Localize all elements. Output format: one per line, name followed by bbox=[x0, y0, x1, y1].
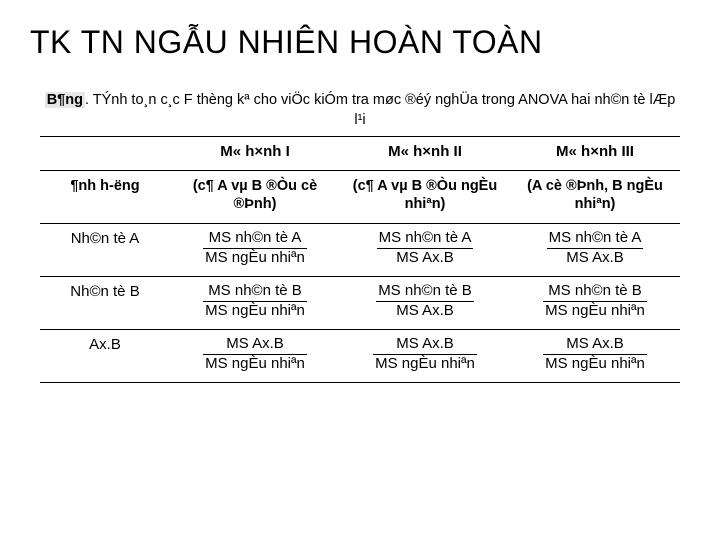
slide-title: TK TN NGẪU NHIÊN HOÀN TOÀN bbox=[30, 24, 690, 61]
header-model-3: M« h×nh III bbox=[510, 137, 680, 171]
fraction: MS nh©n tè B MS ngÈu nhiªn bbox=[543, 283, 647, 319]
header-model-1: M« h×nh I bbox=[170, 137, 340, 171]
cell: MS nh©n tè B MS Ax.B bbox=[340, 277, 510, 330]
header-effect: ¶nh h-ëng bbox=[40, 171, 170, 224]
fraction-numerator: MS Ax.B bbox=[203, 336, 307, 355]
caption-rest: . TÝnh to¸n c¸c F thèng kª cho viÖc kiÓm… bbox=[85, 92, 675, 128]
cell: MS nh©n tè B MS ngÈu nhiªn bbox=[510, 277, 680, 330]
fraction-numerator: MS nh©n tè B bbox=[203, 283, 307, 302]
fraction: MS Ax.B MS ngÈu nhiªn bbox=[543, 336, 647, 372]
fraction-numerator: MS nh©n tè B bbox=[543, 283, 647, 302]
fraction-numerator: MS Ax.B bbox=[373, 336, 477, 355]
row-label: Nh©n tè A bbox=[40, 224, 170, 277]
fraction-denominator: MS ngÈu nhiªn bbox=[373, 355, 477, 373]
fraction-denominator: MS ngÈu nhiªn bbox=[543, 302, 647, 320]
table-row: Nh©n tè A MS nh©n tè A MS ngÈu nhiªn MS … bbox=[40, 224, 680, 277]
fraction-numerator: MS nh©n tè A bbox=[203, 230, 307, 249]
caption-lead: B¶ng bbox=[45, 92, 85, 108]
cell: MS nh©n tè B MS ngÈu nhiªn bbox=[170, 277, 340, 330]
header-model-2-desc: (c¶ A vµ B ®Òu ngÈu nhiªn) bbox=[340, 171, 510, 224]
table-row: Nh©n tè B MS nh©n tè B MS ngÈu nhiªn MS … bbox=[40, 277, 680, 330]
row-label: Ax.B bbox=[40, 330, 170, 383]
fraction: MS Ax.B MS ngÈu nhiªn bbox=[373, 336, 477, 372]
table-caption: B¶ng. TÝnh to¸n c¸c F thèng kª cho viÖc … bbox=[40, 91, 680, 130]
fraction-denominator: MS Ax.B bbox=[376, 302, 474, 320]
slide: TK TN NGẪU NHIÊN HOÀN TOÀN B¶ng. TÝnh to… bbox=[0, 0, 720, 540]
header-model-1-desc: (c¶ A vµ B ®Òu cè ®Þnh) bbox=[170, 171, 340, 224]
anova-table: M« h×nh I M« h×nh II M« h×nh III ¶nh h-ë… bbox=[40, 136, 680, 383]
header-model-3-desc: (A cè ®Þnh, B ngÈu nhiªn) bbox=[510, 171, 680, 224]
fraction: MS nh©n tè A MS Ax.B bbox=[547, 230, 644, 266]
fraction-denominator: MS ngÈu nhiªn bbox=[543, 355, 647, 373]
table-header-row-desc: ¶nh h-ëng (c¶ A vµ B ®Òu cè ®Þnh) (c¶ A … bbox=[40, 171, 680, 224]
fraction: MS nh©n tè A MS ngÈu nhiªn bbox=[203, 230, 307, 266]
table-row: Ax.B MS Ax.B MS ngÈu nhiªn MS Ax.B MS ng… bbox=[40, 330, 680, 383]
fraction-numerator: MS nh©n tè B bbox=[376, 283, 474, 302]
header-model-2: M« h×nh II bbox=[340, 137, 510, 171]
header-blank bbox=[40, 137, 170, 171]
fraction-denominator: MS Ax.B bbox=[547, 249, 644, 267]
fraction: MS nh©n tè B MS ngÈu nhiªn bbox=[203, 283, 307, 319]
fraction-denominator: MS ngÈu nhiªn bbox=[203, 249, 307, 267]
cell: MS Ax.B MS ngÈu nhiªn bbox=[170, 330, 340, 383]
row-label: Nh©n tè B bbox=[40, 277, 170, 330]
cell: MS Ax.B MS ngÈu nhiªn bbox=[340, 330, 510, 383]
fraction: MS nh©n tè A MS Ax.B bbox=[377, 230, 474, 266]
fraction-numerator: MS nh©n tè A bbox=[377, 230, 474, 249]
fraction-denominator: MS ngÈu nhiªn bbox=[203, 302, 307, 320]
fraction: MS Ax.B MS ngÈu nhiªn bbox=[203, 336, 307, 372]
fraction-numerator: MS Ax.B bbox=[543, 336, 647, 355]
fraction-numerator: MS nh©n tè A bbox=[547, 230, 644, 249]
fraction-denominator: MS Ax.B bbox=[377, 249, 474, 267]
cell: MS nh©n tè A MS Ax.B bbox=[340, 224, 510, 277]
fraction: MS nh©n tè B MS Ax.B bbox=[376, 283, 474, 319]
cell: MS nh©n tè A MS Ax.B bbox=[510, 224, 680, 277]
cell: MS Ax.B MS ngÈu nhiªn bbox=[510, 330, 680, 383]
fraction-denominator: MS ngÈu nhiªn bbox=[203, 355, 307, 373]
table-header-row-models: M« h×nh I M« h×nh II M« h×nh III bbox=[40, 137, 680, 171]
cell: MS nh©n tè A MS ngÈu nhiªn bbox=[170, 224, 340, 277]
